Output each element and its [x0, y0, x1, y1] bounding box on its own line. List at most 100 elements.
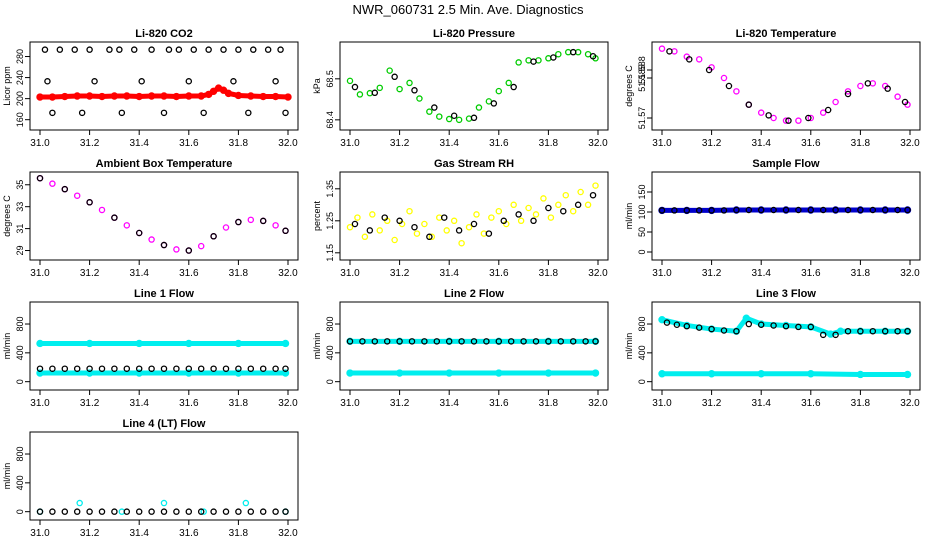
- series-reference: [663, 319, 911, 339]
- data-point: [470, 114, 478, 122]
- data-point: [366, 227, 374, 234]
- y-axis-label: ml/min: [312, 333, 322, 360]
- plot-frame: [339, 301, 609, 391]
- data-point: [235, 508, 242, 515]
- data-point: [785, 117, 792, 124]
- series-reference: [346, 338, 599, 345]
- x-tick-label: 31.2: [702, 138, 722, 149]
- data-band: [783, 322, 814, 330]
- data-point: [819, 331, 827, 339]
- data-point: [386, 67, 393, 74]
- data-point: [592, 182, 599, 189]
- data-point: [658, 45, 666, 52]
- data-point: [86, 508, 93, 515]
- data-point: [901, 98, 909, 106]
- x-tick-label: 31.8: [851, 268, 871, 279]
- data-point: [356, 91, 364, 98]
- y-tick-label: 0: [637, 379, 647, 384]
- data-point: [421, 338, 428, 345]
- data-point: [346, 338, 354, 345]
- y-axis-label: ml/min: [2, 333, 12, 360]
- plot-frame: [339, 41, 609, 131]
- data-point: [250, 46, 257, 53]
- data-band: [808, 371, 863, 377]
- data-point: [500, 217, 508, 225]
- y-axis-label: Licor ppm: [2, 66, 12, 106]
- y-tick-label: 100: [637, 204, 647, 219]
- data-point: [381, 214, 388, 221]
- data-point: [36, 508, 44, 515]
- data-point: [765, 112, 772, 119]
- data-point: [733, 88, 740, 95]
- data-point: [413, 230, 421, 237]
- data-point: [475, 104, 483, 111]
- panel-sample_flow: Sample Flow ml/min 31.0 31.2 31.4 31.6 31.8 32.…: [624, 158, 921, 279]
- data-point: [832, 98, 839, 106]
- y-axis-label: kPa: [312, 78, 322, 94]
- data-point: [408, 338, 416, 345]
- x-tick-label: 31.6: [179, 138, 199, 149]
- data-point: [844, 327, 852, 335]
- series-reference: [351, 48, 597, 122]
- data-point: [782, 206, 790, 214]
- data-point: [658, 207, 666, 214]
- y-axis-label: degrees C: [624, 65, 634, 107]
- data-point: [455, 227, 463, 234]
- data-point: [376, 84, 384, 92]
- data-point: [76, 499, 83, 507]
- data-point: [770, 114, 777, 122]
- data-point: [515, 59, 522, 66]
- data-point: [555, 201, 562, 209]
- data-point: [165, 46, 173, 53]
- y-tick-label: 200: [15, 91, 25, 106]
- data-point: [200, 109, 207, 117]
- x-tick-label: 31.6: [489, 138, 509, 149]
- x-tick-label: 31.2: [80, 398, 100, 409]
- series-reference: [36, 365, 289, 372]
- panel-title: Ambient Box Temperature: [96, 158, 233, 170]
- x-tick-label: 32.0: [588, 268, 608, 279]
- data-point: [277, 46, 284, 53]
- data-point: [520, 338, 527, 345]
- x-tick-label: 32.0: [588, 398, 608, 409]
- x-tick-label: 31.2: [80, 138, 100, 149]
- series-averaged: [658, 45, 911, 124]
- y-tick-label: 800: [325, 317, 335, 332]
- data-point: [483, 338, 490, 345]
- data-point: [555, 50, 562, 58]
- data-point: [686, 56, 693, 63]
- data-point: [111, 214, 118, 221]
- page-title: NWR_060731 2.5 Min. Ave. Diagnostics: [353, 2, 584, 17]
- data-point: [148, 46, 155, 53]
- data-point: [725, 82, 733, 90]
- data-point: [582, 338, 589, 345]
- data-point: [371, 338, 379, 345]
- data-point: [111, 508, 118, 515]
- x-tick-label: 31.0: [652, 138, 672, 149]
- data-point: [116, 46, 123, 53]
- data-point: [73, 192, 81, 199]
- data-point: [259, 217, 267, 225]
- x-tick-label: 31.4: [129, 528, 149, 539]
- data-point: [346, 77, 354, 85]
- data-point: [844, 88, 852, 95]
- series-reference: [41, 46, 289, 117]
- data-point: [160, 109, 168, 117]
- x-tick-label: 32.0: [900, 138, 920, 149]
- data-point: [589, 191, 597, 199]
- x-tick-label: 31.8: [539, 268, 559, 279]
- data-point: [235, 218, 242, 226]
- panel-line2: Line 2 Flow ml/min 31.0 31.2 31.4 31.6 31.8 32.…: [312, 288, 609, 409]
- data-point: [495, 87, 503, 95]
- x-tick-label: 31.8: [229, 528, 249, 539]
- y-tick-label: 51.585: [637, 64, 647, 92]
- data-point: [91, 78, 98, 85]
- data-point: [41, 46, 49, 53]
- data-point: [73, 365, 81, 372]
- data-point: [436, 113, 443, 120]
- data-point: [550, 54, 557, 61]
- data-point: [695, 324, 703, 331]
- x-tick-label: 31.2: [80, 528, 100, 539]
- data-point: [545, 204, 552, 212]
- x-tick-label: 31.0: [30, 138, 50, 149]
